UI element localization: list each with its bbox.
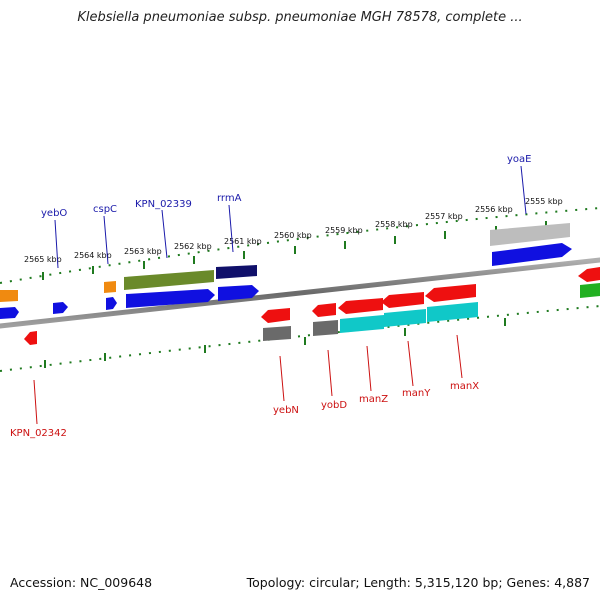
tick-label: 2564 kbp <box>74 251 112 260</box>
gene-label-KPN_02339: KPN_02339 <box>135 199 192 210</box>
gene-rrmA <box>218 285 259 301</box>
gene-rrmA-navy <box>216 265 257 279</box>
gene-cspC <box>106 297 117 310</box>
gene-KPN_02342 <box>24 331 37 345</box>
gene-manX <box>425 284 476 302</box>
tick-label: 2556 kbp <box>475 205 513 214</box>
gene-KPN_02339 <box>126 289 215 308</box>
gene-label-manX: manX <box>450 381 479 392</box>
forward-genes <box>0 223 600 319</box>
tick-label: 2562 kbp <box>174 242 212 251</box>
gene-label-yebO: yebO <box>41 208 67 219</box>
gene-red-right <box>578 267 600 282</box>
tick-label: 2565 kbp <box>24 255 62 264</box>
tick-label: 2563 kbp <box>124 247 162 256</box>
gene-yoaE-gray <box>490 223 570 246</box>
gene-manX-cyan <box>427 302 478 322</box>
gene-blue-1 <box>0 307 19 319</box>
gene-yebN <box>261 308 290 323</box>
bottom-label-lines <box>33 334 463 425</box>
tick-label: 2557 kbp <box>425 212 463 221</box>
gene-label-yobD: yobD <box>321 400 347 411</box>
gene-yebO <box>53 302 68 314</box>
gene-label-manZ: manZ <box>359 394 388 405</box>
gene-manZ <box>338 298 383 314</box>
gene-label-yoaE: yoaE <box>507 154 531 165</box>
topology-text: Topology: circular; Length: 5,315,120 bp… <box>246 575 590 590</box>
top-label-lines <box>54 165 527 269</box>
gene-yoaE <box>492 243 572 266</box>
tick-label: 2559 kbp <box>325 226 363 235</box>
reverse-genes <box>24 284 478 345</box>
tick-label: 2560 kbp <box>274 231 312 240</box>
gene-KPN_02339-olive <box>124 270 214 290</box>
gene-label-manY: manY <box>402 388 431 399</box>
backbone <box>0 257 600 329</box>
outer-tick-ring <box>0 207 600 284</box>
tick-label: 2561 kbp <box>224 237 262 246</box>
gene-manY <box>381 292 424 308</box>
gene-label-KPN_02342: KPN_02342 <box>10 428 67 439</box>
map-title: Klebsiella pneumoniae subsp. pneumoniae … <box>77 10 523 25</box>
gene-cspC-orange <box>104 281 116 293</box>
gene-label-rrmA: rrmA <box>217 193 242 204</box>
tick-label: 2555 kbp <box>525 197 563 206</box>
tick-label: 2558 kbp <box>375 220 413 229</box>
gene-label-yebN: yebN <box>273 405 299 416</box>
gene-label-cspC: cspC <box>93 204 117 215</box>
gene-yebN-gray <box>263 326 291 341</box>
gene-manZ-cyan <box>340 315 384 333</box>
gene-yobD-gray <box>313 320 338 336</box>
gene-green-right <box>580 283 600 298</box>
gene-manY-cyan <box>384 309 426 327</box>
accession-text: Accession: NC_009648 <box>10 575 153 590</box>
gene-orange-1 <box>0 290 18 302</box>
gene-yobD <box>312 303 336 317</box>
